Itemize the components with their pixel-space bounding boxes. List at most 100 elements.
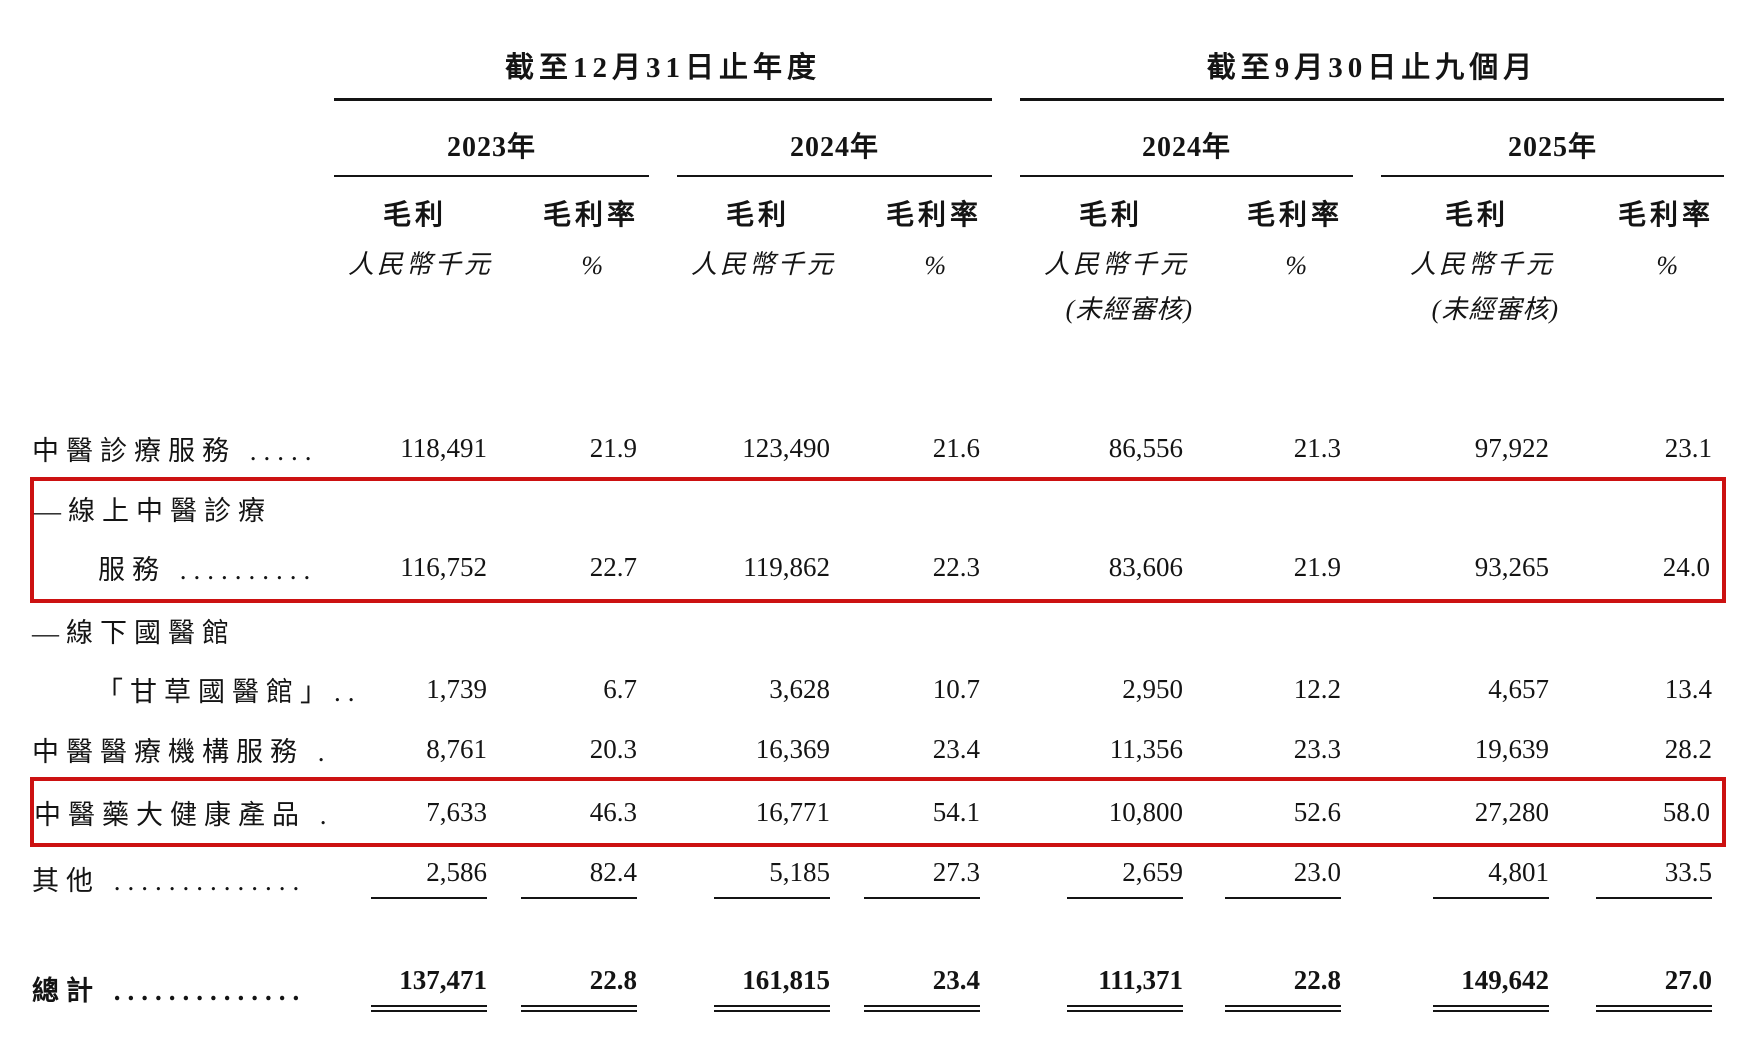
value-cell: 5,185 — [677, 845, 842, 909]
percent-unit-label: % — [1285, 251, 1307, 280]
value-underlined: 2,586 — [371, 857, 487, 899]
spacer-cell — [334, 477, 1727, 535]
spacer-cell — [32, 100, 334, 177]
percent-unit-label: % — [924, 251, 946, 280]
value-underlined: 23.0 — [1225, 857, 1341, 899]
year-label-2024-9m: 2024年 — [1020, 99, 1353, 177]
year-header-row: 2023年 2024年 2024年 2025年 — [32, 99, 1725, 177]
spacer-cell — [992, 721, 1020, 779]
spacer-cell — [649, 657, 677, 721]
spacer-cell — [1353, 281, 1381, 335]
value-cell: 27,280 — [1381, 777, 1561, 847]
table-row-others: 其他 .............. 2,586 82.4 5,185 27.3 … — [32, 845, 1724, 909]
spacer-cell — [992, 419, 1020, 479]
spacer-cell — [1353, 721, 1381, 779]
table-row-tcm-diagnosis: 中醫診療服務 ..... 118,491 21.9 123,490 21.6 8… — [32, 419, 1724, 479]
value-cell: 82.4 — [499, 845, 649, 909]
spacer-cell — [992, 535, 1020, 603]
spacer-cell — [649, 176, 677, 235]
gross-margin-header: 毛利率 — [1618, 200, 1715, 231]
period-group-title-fy: 截至12月31日止年度 — [334, 16, 992, 101]
unaudited-label: (未經審核) — [1431, 295, 1559, 324]
spacer-cell — [649, 955, 677, 1021]
period-group-title-9m: 截至9月30日止九個月 — [1020, 16, 1725, 101]
value-cell: 54.1 — [842, 777, 992, 847]
spacer-cell — [992, 176, 1020, 235]
highlight-row-online-line2: 服務 .......... 116,752 22.7 119,862 22.3 … — [30, 535, 1727, 603]
value-cell: 2,950 — [1122, 673, 1183, 704]
total-value-cell: 149,642 — [1381, 955, 1561, 1021]
row-label: —線上中醫診療 — [30, 477, 334, 535]
value-cell: 13.4 — [1664, 673, 1713, 704]
spacer-cell — [992, 657, 1020, 721]
spacer-cell — [32, 235, 334, 281]
spacer-cell — [32, 16, 334, 100]
gross-profit-header: 毛利 — [1444, 200, 1509, 231]
table-row-total: 總計 .............. 137,471 22.8 161,815 2… — [32, 955, 1724, 1021]
value-cell: 22.7 — [499, 535, 649, 603]
value-cell: 21.9 — [589, 432, 637, 463]
spacer-cell — [1195, 281, 1353, 335]
spacer-cell — [992, 235, 1020, 281]
value-cell: 123,490 — [742, 432, 830, 463]
value-cell: 118,491 — [400, 432, 487, 463]
value-underlined: 5,185 — [714, 857, 830, 899]
gross-profit-table: 截至12月31日止年度 截至9月30日止九個月 2023年 2024年 2024… — [30, 16, 1727, 1021]
value-double-underlined: 27.0 — [1596, 965, 1713, 1012]
gross-margin-header: 毛利率 — [542, 200, 639, 231]
spacer-cell — [1353, 845, 1381, 909]
value-cell: 52.6 — [1195, 777, 1353, 847]
total-value-cell: 111,371 — [1020, 955, 1195, 1021]
value-cell: 11,356 — [1109, 733, 1183, 764]
value-cell: 23.3 — [1293, 733, 1341, 764]
value-cell: 46.3 — [499, 777, 649, 847]
value-cell: 8,761 — [426, 733, 487, 764]
value-cell: 10.7 — [932, 673, 980, 704]
value-cell: 83,606 — [1020, 535, 1195, 603]
value-cell: 1,739 — [426, 673, 487, 704]
value-double-underlined: 149,642 — [1433, 965, 1549, 1012]
value-cell: 119,862 — [677, 535, 842, 603]
value-underlined: 4,801 — [1433, 857, 1549, 899]
value-double-underlined: 22.8 — [1225, 965, 1341, 1012]
spacer-cell — [334, 601, 1724, 657]
value-cell: 23.4 — [932, 733, 980, 764]
percent-unit-label: % — [581, 251, 603, 280]
value-double-underlined: 22.8 — [521, 965, 637, 1012]
value-double-underlined: 137,471 — [371, 965, 487, 1012]
row-label: 服務 .......... — [30, 535, 334, 603]
spacer-cell — [1353, 176, 1381, 235]
value-cell: 19,639 — [1474, 733, 1549, 764]
spacer-cell — [1353, 235, 1381, 281]
value-cell: 6.7 — [603, 673, 637, 704]
table-row-offline-line2: 「甘草國醫館」.. 1,739 6.7 3,628 10.7 2,950 12.… — [32, 657, 1724, 721]
gross-profit-header: 毛利 — [1078, 200, 1143, 231]
spacer-cell — [992, 845, 1020, 909]
value-cell: 2,586 — [334, 845, 499, 909]
value-cell: 7,633 — [334, 777, 499, 847]
rmb-unit-label: 人民幣千元 — [347, 250, 493, 279]
spacer-cell — [32, 176, 334, 235]
highlight-row-online-line1: —線上中醫診療 — [30, 477, 1727, 535]
value-cell: 21.9 — [1195, 535, 1353, 603]
value-underlined: 33.5 — [1596, 857, 1713, 899]
value-cell: 12.2 — [1293, 673, 1341, 704]
spacer-cell — [992, 16, 1020, 100]
gross-margin-header: 毛利率 — [1246, 200, 1343, 231]
value-cell: 33.5 — [1561, 845, 1724, 909]
value-underlined: 2,659 — [1067, 857, 1183, 899]
period-group-header-row: 截至12月31日止年度 截至9月30日止九個月 — [32, 16, 1725, 101]
value-double-underlined: 111,371 — [1067, 965, 1183, 1012]
column-name-row: 毛利 毛利率 毛利 毛利率 毛利 毛利率 毛利 毛利率 — [32, 176, 1724, 235]
total-value-cell: 23.4 — [842, 955, 992, 1021]
value-double-underlined: 161,815 — [714, 965, 830, 1012]
rmb-unit-label: 人民幣千元 — [690, 250, 836, 279]
gross-profit-header: 毛利 — [725, 200, 790, 231]
row-label: 中醫醫療機構服務 . — [32, 736, 332, 767]
value-cell: 58.0 — [1561, 777, 1727, 847]
year-label-2024fy: 2024年 — [677, 99, 992, 177]
spacer-cell — [1353, 657, 1381, 721]
spacer-cell — [649, 419, 677, 479]
spacer-cell — [649, 235, 677, 281]
